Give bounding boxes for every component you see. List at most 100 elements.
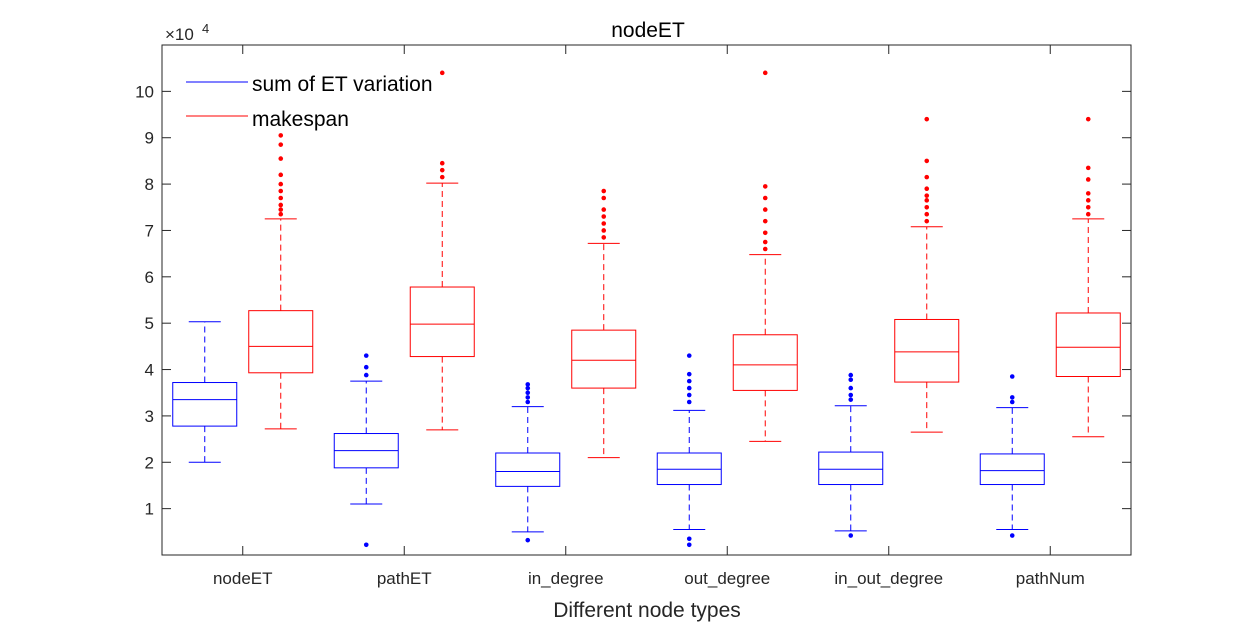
legend: sum of ET variation makespan [186, 73, 433, 131]
y-multiplier-base: ×10 [165, 25, 194, 44]
outlier-point-makespan [278, 181, 284, 187]
box-sum-of-et-variation [818, 451, 884, 486]
outlier-point-makespan [762, 230, 768, 236]
outlier-point-makespan [924, 116, 930, 122]
box-makespan [571, 329, 637, 389]
legend-label-sum-of-et-variation: sum of ET variation [252, 73, 433, 96]
outlier-point-makespan [924, 174, 930, 180]
outlier-point-makespan [278, 202, 284, 208]
x-axis-label: Different node types [553, 599, 741, 622]
outlier-point-makespan [762, 207, 768, 212]
outlier-point-makespan [762, 184, 768, 189]
outlier-point-makespan [1085, 177, 1091, 182]
outlier-point-makespan [601, 235, 607, 240]
outlier-point-makespan [924, 158, 930, 164]
y-tick-label: 8 [145, 175, 154, 194]
outlier-point-sum-of-et-variation [1009, 533, 1015, 538]
outlier-point-makespan [924, 193, 930, 198]
x-tick-label: pathET [377, 569, 432, 588]
y-tick-label: 2 [145, 453, 154, 472]
outlier-point-makespan [762, 239, 768, 245]
box-makespan [409, 286, 475, 358]
outlier-point-makespan [762, 218, 768, 224]
outlier-point-makespan [924, 186, 930, 192]
plot-area: 1 2 3 4 5 6 7 8 9 10 nodeET pathET in_degree out_degr… [135, 44, 1132, 588]
outlier-point-makespan [278, 156, 284, 161]
box-sum-of-et-variation [495, 452, 561, 487]
outlier-point-makespan [1085, 116, 1091, 122]
outlier-point-sum-of-et-variation [1009, 399, 1015, 405]
outlier-point-makespan [762, 246, 768, 252]
outlier-point-makespan [924, 211, 930, 217]
outlier-point-sum-of-et-variation [525, 385, 531, 391]
x-tick-label: in_degree [528, 569, 604, 588]
outlier-point-makespan [762, 195, 768, 201]
outlier-point-sum-of-et-variation [686, 378, 692, 384]
outlier-point-sum-of-et-variation [686, 536, 692, 542]
outlier-point-sum-of-et-variation [848, 372, 854, 378]
outlier-point-makespan [278, 211, 284, 217]
outlier-point-makespan [278, 188, 284, 194]
outlier-point-makespan [439, 167, 445, 173]
outlier-point-makespan [1085, 165, 1091, 171]
outlier-point-makespan [601, 188, 607, 194]
y-tick-label: 4 [145, 361, 154, 380]
x-tick-label: out_degree [684, 569, 770, 588]
y-tick-label: 7 [145, 221, 154, 240]
outlier-point-sum-of-et-variation [686, 392, 692, 398]
box-sum-of-et-variation [979, 453, 1045, 486]
axes-box [161, 44, 1132, 556]
outlier-point-makespan [601, 195, 607, 201]
chart-title: nodeET [611, 19, 685, 42]
box-makespan [732, 334, 798, 391]
outlier-point-makespan [278, 133, 284, 138]
outlier-point-makespan [278, 195, 284, 201]
outlier-point-makespan [278, 142, 284, 147]
legend-label-makespan: makespan [252, 108, 349, 131]
x-tick-label: in_out_degree [834, 569, 943, 588]
y-multiplier-exponent: 4 [202, 21, 209, 36]
outlier-point-sum-of-et-variation [686, 399, 692, 405]
box-makespan [1055, 312, 1121, 377]
outlier-point-sum-of-et-variation [363, 542, 369, 548]
box-makespan [894, 318, 960, 383]
outlier-point-sum-of-et-variation [848, 397, 854, 402]
outlier-point-sum-of-et-variation [525, 537, 531, 543]
outlier-point-sum-of-et-variation [686, 353, 692, 358]
outlier-point-makespan [1085, 204, 1091, 210]
outlier-point-makespan [439, 160, 445, 166]
outlier-point-makespan [1085, 191, 1091, 196]
outlier-point-makespan [924, 204, 930, 210]
outlier-point-sum-of-et-variation [686, 542, 692, 548]
outlier-point-makespan [601, 214, 607, 219]
y-tick-label: 6 [145, 268, 154, 287]
outlier-point-sum-of-et-variation [363, 372, 369, 378]
outlier-point-sum-of-et-variation [1009, 374, 1015, 379]
outlier-point-sum-of-et-variation [848, 392, 854, 398]
y-tick-label: 5 [145, 314, 154, 333]
outlier-point-sum-of-et-variation [525, 395, 531, 400]
outlier-point-sum-of-et-variation [686, 371, 692, 377]
outlier-point-sum-of-et-variation [363, 353, 369, 358]
outlier-point-sum-of-et-variation [848, 533, 854, 538]
outlier-point-makespan [924, 218, 930, 224]
outlier-point-makespan [278, 172, 284, 178]
outlier-point-sum-of-et-variation [686, 385, 692, 391]
y-tick-label: 1 [145, 500, 154, 519]
y-tick-label: 3 [145, 407, 154, 426]
outlier-point-makespan [439, 70, 445, 76]
outlier-point-sum-of-et-variation [1009, 395, 1015, 400]
outlier-point-sum-of-et-variation [525, 382, 531, 387]
box-makespan [248, 310, 314, 374]
outlier-point-makespan [601, 207, 607, 212]
y-tick-label: 9 [145, 129, 154, 148]
outlier-point-sum-of-et-variation [525, 399, 531, 405]
y-tick-label: 10 [135, 82, 154, 101]
outlier-point-sum-of-et-variation [525, 390, 531, 396]
outlier-point-makespan [601, 221, 607, 226]
outlier-point-makespan [439, 174, 445, 180]
outlier-point-makespan [278, 207, 284, 212]
outlier-point-makespan [1085, 211, 1091, 217]
outlier-point-sum-of-et-variation [363, 364, 369, 370]
